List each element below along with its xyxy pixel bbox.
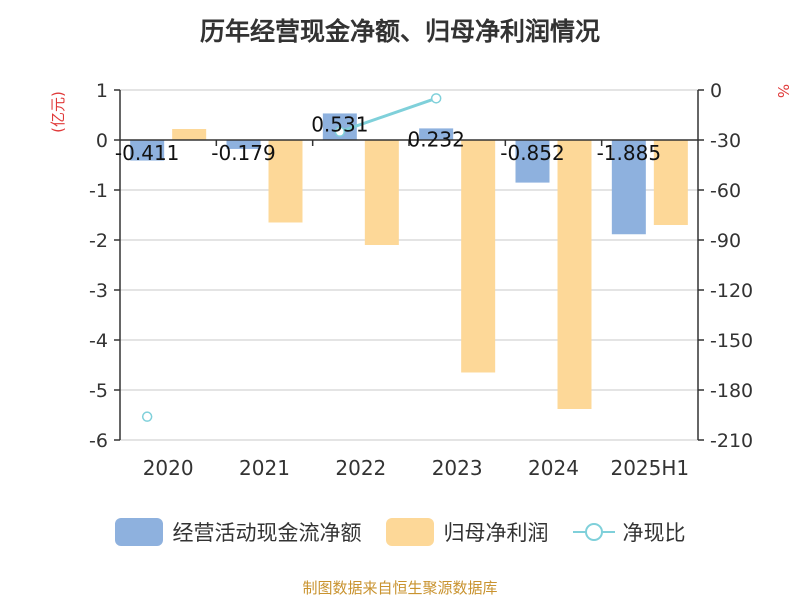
x-tick-label: 2023	[432, 456, 483, 480]
y-right-tick-label: -180	[710, 380, 753, 402]
x-tick-label: 2025H1	[610, 456, 689, 480]
x-tick-label: 2024	[528, 456, 579, 480]
bar-profit	[364, 140, 399, 245]
chart-title: 历年经营现金净额、归母净利润情况	[199, 17, 600, 46]
bar-cashflow	[611, 140, 646, 235]
legend: 经营活动现金流净额 归母净利润 净现比	[0, 517, 800, 547]
bar-profit	[268, 140, 303, 223]
data-label-cashflow: 0.531	[311, 112, 368, 136]
y-left-tick-label: -6	[89, 430, 108, 452]
y-left-tick-label: -1	[89, 180, 108, 202]
ratio-point	[141, 411, 153, 422]
data-label-cashflow: -1.885	[597, 141, 661, 165]
legend-swatch-ratio	[572, 518, 615, 546]
data-label-cashflow: -0.852	[500, 141, 564, 165]
legend-label-profit: 归母净利润	[443, 521, 549, 545]
legend-label-cashflow: 经营活动现金流净额	[172, 521, 362, 545]
ratio-point	[334, 126, 346, 137]
legend-label-ratio: 净现比	[622, 521, 686, 545]
bar-profit	[172, 129, 207, 140]
legend-item-profit[interactable]: 归母净利润	[385, 517, 549, 547]
x-tick-label: 2022	[335, 456, 386, 480]
y-left-tick-label: 0	[96, 130, 108, 152]
y-left-tick-label: -4	[89, 330, 108, 352]
bar-profit	[557, 140, 592, 409]
data-label-cashflow: -0.411	[115, 141, 179, 165]
y-right-tick-label: -90	[710, 230, 741, 252]
y-right-tick-label: -150	[710, 330, 753, 352]
bar-cashflow	[130, 140, 165, 161]
y-right-tick-label: -60	[710, 180, 741, 202]
ratio-point	[430, 93, 442, 104]
y-right-tick-label: 0	[710, 80, 722, 102]
y-right-tick-label: -120	[710, 280, 753, 302]
bar-profit	[461, 140, 496, 373]
y-left-tick-label: 1	[96, 80, 108, 102]
legend-item-cashflow[interactable]: 经营活动现金流净额	[114, 517, 362, 547]
source-note: 制图数据来自恒生聚源数据库	[302, 579, 498, 597]
y-left-tick-label: -3	[89, 280, 108, 302]
data-label-cashflow: 0.232	[408, 127, 465, 151]
bar-cashflow	[419, 128, 454, 140]
legend-swatch-profit	[385, 518, 434, 546]
data-label-cashflow: -0.179	[211, 141, 275, 165]
legend-item-ratio[interactable]: 净现比	[572, 517, 686, 547]
bar-profit	[653, 140, 688, 225]
ratio-line-segment	[339, 96, 437, 134]
y-left-tick-label: -5	[89, 380, 108, 402]
y-right-tick-label: -30	[710, 130, 741, 152]
legend-swatch-cashflow	[114, 518, 163, 546]
bar-cashflow	[226, 140, 261, 149]
y-left-axis-label: (亿元)	[49, 91, 67, 133]
x-tick-label: 2021	[239, 456, 290, 480]
y-left-tick-label: -2	[89, 230, 108, 252]
y-right-tick-label: -210	[710, 430, 753, 452]
y-right-axis-label: %	[774, 84, 792, 98]
bar-cashflow	[515, 140, 550, 183]
x-tick-label: 2020	[143, 456, 194, 480]
